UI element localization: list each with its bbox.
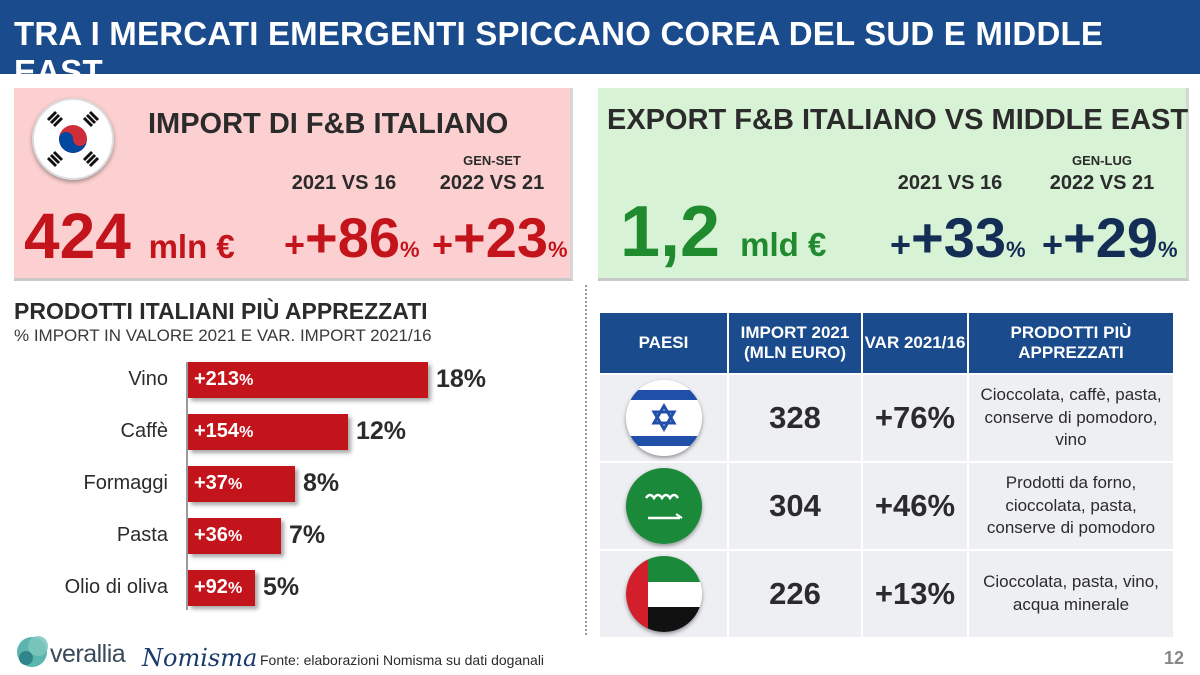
me-change-2: ++29%	[1042, 206, 1178, 269]
korea-heading: IMPORT DI F&B ITALIANO	[148, 108, 509, 140]
middle-east-heading: EXPORT F&B ITALIANO VS MIDDLE EAST	[607, 104, 1189, 136]
bar-change-label: +37%	[194, 472, 243, 494]
saudi-import: 304	[729, 463, 861, 549]
table-row-flag	[600, 551, 727, 637]
bar-value-label: 7%	[289, 521, 326, 549]
table-header-var: VAR 2021/16	[863, 313, 967, 373]
korea-change-1: ++86%	[284, 206, 420, 269]
bar-category-label: Olio di oliva	[64, 576, 168, 598]
verallia-logo-text: verallia	[50, 640, 126, 668]
uae-var: +13%	[863, 551, 967, 637]
korea-change-2-value: +23	[453, 206, 549, 269]
middle-east-kpi-box	[598, 88, 1189, 281]
korea-period-2: 2022 VS 21	[439, 172, 545, 194]
uae-products: Cioccolata, pasta, vino, acqua minerale	[969, 551, 1173, 637]
title-bar: TRA I MERCATI EMERGENTI SPICCANO COREA D…	[0, 0, 1200, 90]
chart-axis	[186, 362, 188, 610]
table-row-flag	[600, 375, 727, 461]
korea-change-2: ++23%	[432, 206, 568, 269]
israel-products: Cioccolata, caffè, pasta, conserve di po…	[969, 375, 1173, 461]
bar: +37%	[188, 466, 295, 502]
uae-flag-icon	[625, 556, 702, 632]
saudi-var: +46%	[863, 463, 967, 549]
bar-change-label: +92%	[194, 576, 243, 598]
me-change-2-value: +29	[1063, 206, 1159, 269]
bar-category-label: Formaggi	[83, 472, 168, 494]
middle-east-value: 1,2 mld €	[620, 192, 827, 272]
me-period-2: 2022 VS 21	[1049, 172, 1155, 194]
bar-change-label: +213%	[194, 368, 254, 390]
page-number: 12	[1164, 648, 1185, 668]
saudi-products: Prodotti da forno, cioccolata, pasta, co…	[969, 463, 1173, 549]
uae-import: 226	[729, 551, 861, 637]
source-note: Fonte: elaborazioni Nomisma su dati doga…	[260, 652, 545, 668]
korea-period-1: 2021 VS 16	[291, 172, 397, 194]
bar: +154%	[188, 414, 348, 450]
page-title: TRA I MERCATI EMERGENTI SPICCANO COREA D…	[14, 15, 1104, 90]
korea-period-2-small: GEN-SET	[463, 153, 521, 168]
products-title: PRODOTTI ITALIANI PIÙ APPREZZATI	[14, 298, 428, 324]
table-header-prodotti: PRODOTTI PIÙ APPREZZATI	[969, 313, 1173, 373]
bar-value-label: 5%	[263, 573, 300, 601]
bar-value-label: 18%	[436, 365, 487, 393]
israel-flag-icon	[625, 380, 702, 456]
products-subtitle: % IMPORT IN VALORE 2021 E VAR. IMPORT 20…	[14, 326, 432, 345]
table-row-flag	[600, 463, 727, 549]
israel-var: +76%	[863, 375, 967, 461]
bar-change-label: +36%	[194, 524, 243, 546]
bar: +92%	[188, 570, 255, 606]
section-divider	[585, 285, 587, 635]
me-change-1-value: +33	[911, 206, 1007, 269]
table-header-import: IMPORT 2021 (MLN EURO)	[729, 313, 861, 373]
korea-value: 424 mln €	[24, 200, 235, 272]
israel-import: 328	[729, 375, 861, 461]
table-header-paesi: PAESI	[600, 313, 727, 373]
bar-category-label: Vino	[128, 368, 168, 390]
bar-change-label: +154%	[194, 420, 254, 442]
verallia-logo-icon	[14, 630, 54, 675]
korea-change-1-value: +86	[305, 206, 401, 269]
bar: +36%	[188, 518, 281, 554]
nomisma-logo: Nomisma	[142, 644, 258, 672]
me-period-1: 2021 VS 16	[897, 172, 1003, 194]
bar-value-label: 12%	[356, 417, 407, 445]
saudi-flag-icon	[625, 468, 702, 544]
south-korea-flag-icon	[32, 98, 114, 180]
me-change-1: ++33%	[890, 206, 1026, 269]
bar-category-label: Caffè	[120, 420, 168, 442]
me-period-2-small: GEN-LUG	[1072, 153, 1132, 168]
bar-value-label: 8%	[303, 469, 340, 497]
bar-category-label: Pasta	[116, 524, 168, 546]
bar: +213%	[188, 362, 428, 398]
